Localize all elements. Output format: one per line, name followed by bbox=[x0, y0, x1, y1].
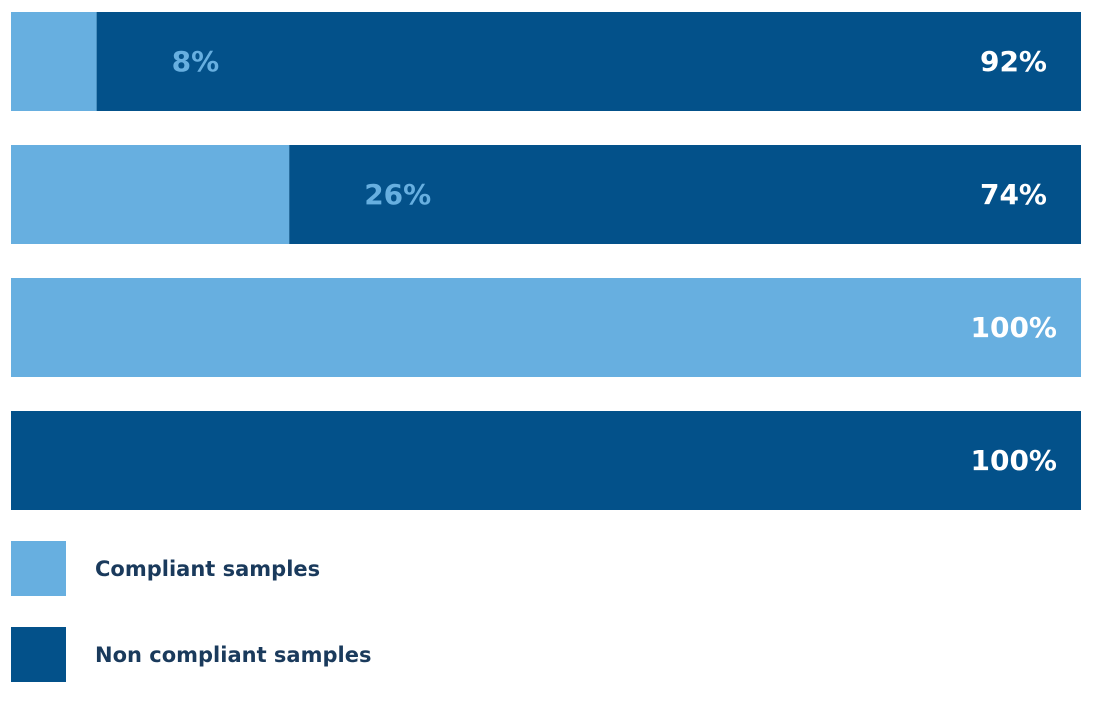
bar-label-non-compliant-2: 74% bbox=[980, 178, 1047, 211]
bar-label-compliant-2: 26% bbox=[364, 178, 431, 211]
legend: Compliant samples Non compliant samples bbox=[11, 541, 371, 713]
bar-label-non-compliant-1: 92% bbox=[980, 45, 1047, 78]
bar-segment-compliant-1 bbox=[11, 12, 97, 111]
legend-swatch-compliant bbox=[11, 541, 66, 596]
legend-label-non-compliant: Non compliant samples bbox=[95, 642, 372, 667]
bar-segment-compliant-2 bbox=[11, 145, 290, 244]
bar-segment-non-compliant-4 bbox=[11, 411, 1081, 510]
legend-swatch-non-compliant bbox=[11, 627, 66, 682]
bar-segment-non-compliant-2 bbox=[289, 145, 1081, 244]
legend-item-compliant: Compliant samples bbox=[11, 541, 371, 596]
legend-label-compliant: Compliant samples bbox=[95, 556, 321, 581]
legend-item-non-compliant: Non compliant samples bbox=[11, 627, 371, 682]
bar-label-non-compliant-4: 100% bbox=[970, 444, 1057, 477]
bar-label-compliant-3: 100% bbox=[970, 311, 1057, 344]
bar-segment-compliant-3 bbox=[11, 278, 1081, 377]
bar-label-compliant-1: 8% bbox=[172, 45, 220, 78]
stacked-bar-chart: 8% 92% 26% 74% 100% 100% bbox=[11, 12, 1082, 510]
bar-segment-non-compliant-1 bbox=[96, 12, 1082, 111]
